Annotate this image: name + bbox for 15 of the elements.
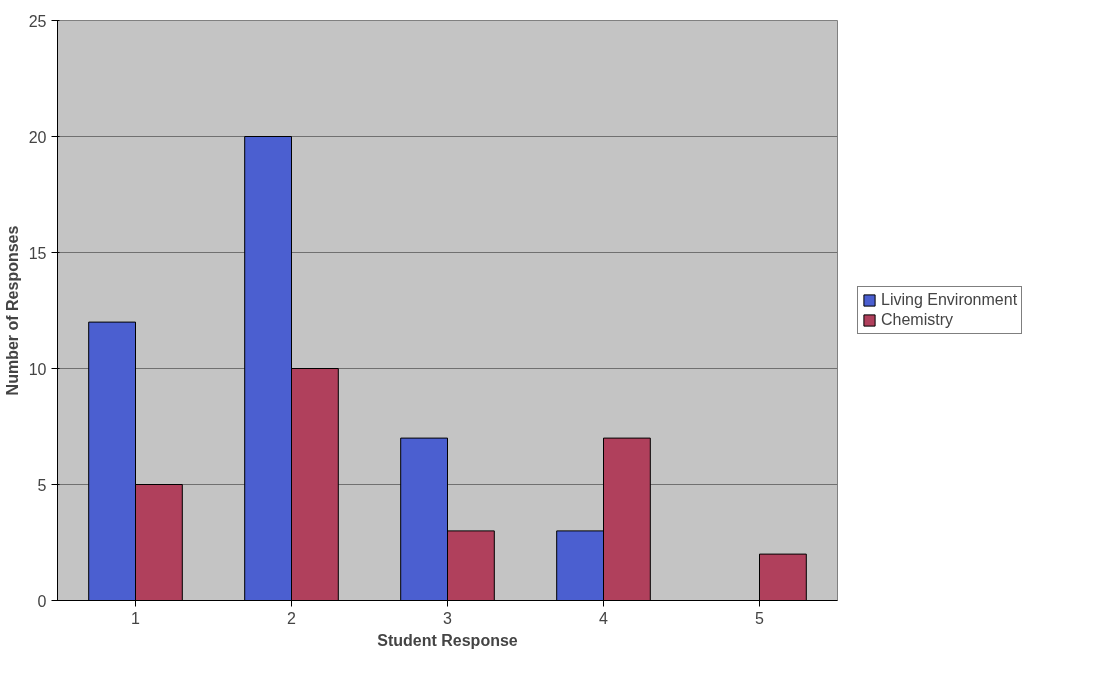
x-tick-label: 4 (599, 609, 609, 627)
x-tick-label: 1 (131, 609, 141, 627)
legend-label: Living Environment (881, 291, 1018, 309)
y-tick-label: 20 (28, 128, 47, 146)
x-tick-label: 5 (755, 609, 765, 627)
y-tick-label: 5 (37, 476, 47, 494)
y-tick-label: 25 (28, 12, 47, 30)
x-tick-label: 3 (443, 609, 453, 627)
y-axis-title: Number of Responses (3, 225, 21, 396)
legend-label: Chemistry (881, 311, 954, 329)
x-tick-label: 2 (287, 609, 297, 627)
y-tick-label: 0 (37, 592, 47, 610)
y-tick-label: 15 (28, 244, 47, 262)
y-tick-label: 10 (28, 360, 47, 378)
x-axis-title: Student Response (377, 631, 518, 649)
